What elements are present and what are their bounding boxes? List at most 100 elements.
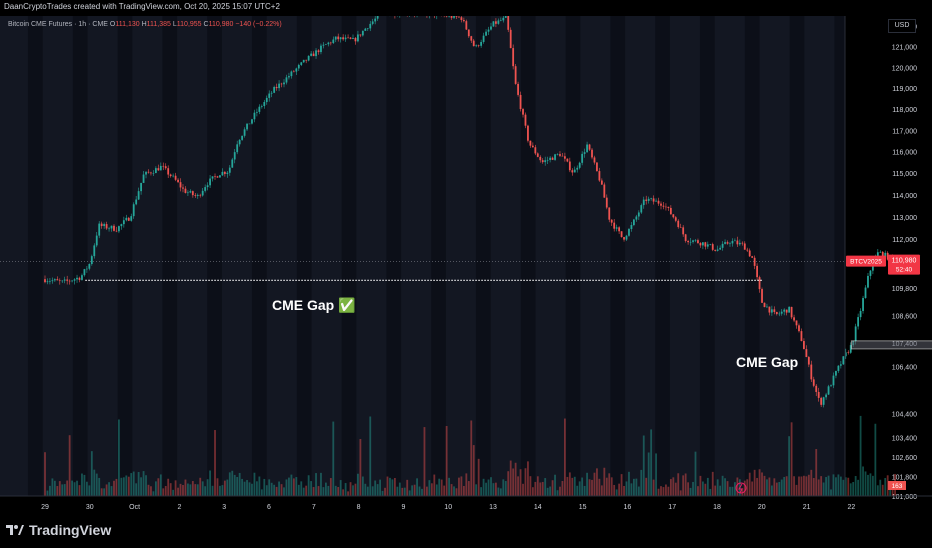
candle-body <box>531 145 534 148</box>
candle-body <box>223 171 226 174</box>
candle-body <box>290 71 293 77</box>
candle-body <box>369 23 372 29</box>
volume-bar <box>499 488 502 496</box>
candle-body <box>125 217 128 221</box>
change-value: −140 (−0.22%) <box>235 21 282 28</box>
volume-bar <box>58 481 61 496</box>
candle-body <box>608 207 611 220</box>
volume-bar <box>398 482 401 496</box>
volume-bar <box>573 476 576 496</box>
candle-body <box>305 59 308 61</box>
candle-body <box>159 165 162 171</box>
volume-bar <box>677 473 680 496</box>
volume-bar <box>581 477 584 496</box>
candle-body <box>736 240 739 245</box>
candle-body <box>460 17 463 21</box>
candle-body <box>731 240 734 244</box>
volume-bar <box>167 478 170 496</box>
volume-bar <box>73 482 76 496</box>
y-tick-label: 117,000 <box>892 128 917 135</box>
volume-bar <box>413 484 416 496</box>
volume-bar <box>53 480 56 496</box>
volume-bar <box>376 484 379 496</box>
volume-bar <box>635 478 638 496</box>
x-tick-label: 18 <box>713 504 721 511</box>
candle-body <box>766 306 768 308</box>
volume-bar <box>470 420 473 496</box>
candle-body <box>219 175 221 178</box>
volume-bar <box>401 487 404 496</box>
volume-bar <box>135 483 138 496</box>
candle-body <box>315 50 317 57</box>
candle-body <box>58 280 61 281</box>
volume-bar <box>100 488 103 496</box>
volume-bar <box>465 473 468 496</box>
volume-bar <box>810 469 813 496</box>
candle-body <box>842 356 845 365</box>
tradingview-brand[interactable]: TradingView <box>6 522 111 538</box>
volume-bar <box>157 478 160 496</box>
candle-body <box>485 31 487 36</box>
volume-bar <box>524 468 527 496</box>
candle-body <box>593 157 596 163</box>
volume-bar <box>704 483 707 496</box>
volume-bar <box>657 488 660 496</box>
candle-body <box>191 191 194 196</box>
volume-bar <box>758 469 761 496</box>
candle-body <box>275 86 278 89</box>
candle-body <box>73 279 76 281</box>
candle-body <box>352 37 354 39</box>
close-key: C <box>203 21 209 28</box>
x-tick-label: 22 <box>848 504 856 511</box>
volume-bar <box>724 478 726 496</box>
candle-body <box>758 277 761 290</box>
candle-body <box>320 45 322 53</box>
chart-area[interactable]: 122,000121,000120,000119,000118,000117,0… <box>0 8 932 516</box>
volume-bar <box>709 488 712 496</box>
candle-body <box>194 195 197 196</box>
candle-body <box>529 140 532 146</box>
x-tick-label: 20 <box>758 504 766 511</box>
candle-body <box>869 270 872 276</box>
candle-body <box>450 15 453 18</box>
candle-body <box>147 171 150 173</box>
volume-bar <box>798 476 800 496</box>
candle-body <box>832 375 835 386</box>
y-tick-label: 114,000 <box>892 193 917 200</box>
close-value: 110,980 <box>208 21 234 28</box>
candle-body <box>248 123 251 125</box>
candle-body <box>226 172 229 174</box>
candlestick-chart[interactable]: 122,000121,000120,000119,000118,000117,0… <box>0 8 932 516</box>
lightning-icon[interactable] <box>735 482 747 494</box>
candle-body <box>724 242 726 244</box>
y-tick-label: 103,400 <box>892 436 917 443</box>
volume-bar <box>650 429 653 496</box>
x-tick-label: 30 <box>86 504 94 511</box>
currency-button[interactable]: USD <box>888 19 916 33</box>
candle-body <box>559 154 561 156</box>
candle-body <box>312 53 315 57</box>
volume-bar <box>805 476 808 496</box>
candle-body <box>817 391 820 398</box>
volume-bar <box>753 469 756 496</box>
candle-body <box>857 317 860 327</box>
volume-bar <box>608 473 611 496</box>
candle-body <box>694 240 697 241</box>
session-band <box>207 16 222 496</box>
volume-bar <box>354 483 357 496</box>
volume-bar <box>159 474 162 496</box>
volume-bar <box>61 484 64 496</box>
volume-bar <box>741 488 744 496</box>
candle-body <box>561 155 564 157</box>
volume-bar <box>233 474 236 496</box>
volume-bar <box>369 416 372 496</box>
candle-body <box>564 156 566 159</box>
candle-body <box>283 82 285 85</box>
volume-bar <box>458 477 460 496</box>
candle-body <box>867 275 869 288</box>
candle-body <box>509 29 512 49</box>
volume-bar <box>302 487 305 496</box>
volume-bar <box>852 481 855 496</box>
volume-bar <box>692 481 694 496</box>
candle-body <box>640 205 643 213</box>
